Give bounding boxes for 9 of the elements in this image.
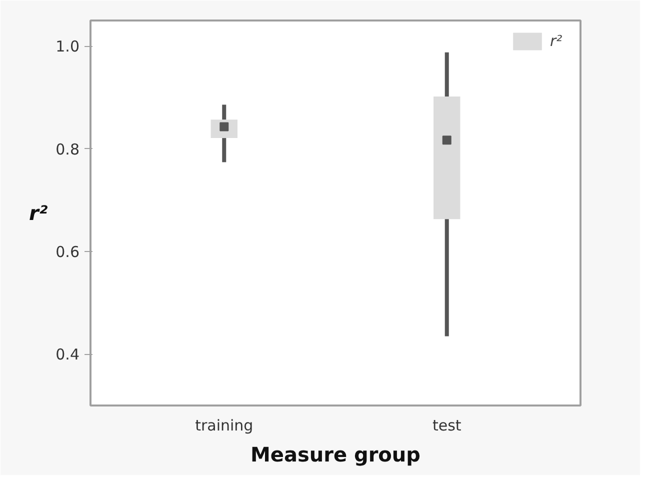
y-tick-label: 1.0 — [56, 38, 80, 56]
legend-label: r² — [550, 32, 564, 50]
x-axis-title: Measure group — [250, 442, 420, 466]
x-tick-label: test — [432, 416, 462, 434]
x-tick-label: training — [195, 416, 254, 434]
y-tick-label: 0.4 — [56, 346, 80, 364]
y-axis-title: r² — [29, 201, 48, 225]
y-tick-label: 0.6 — [56, 243, 80, 261]
y-tick-label: 0.8 — [56, 140, 80, 158]
